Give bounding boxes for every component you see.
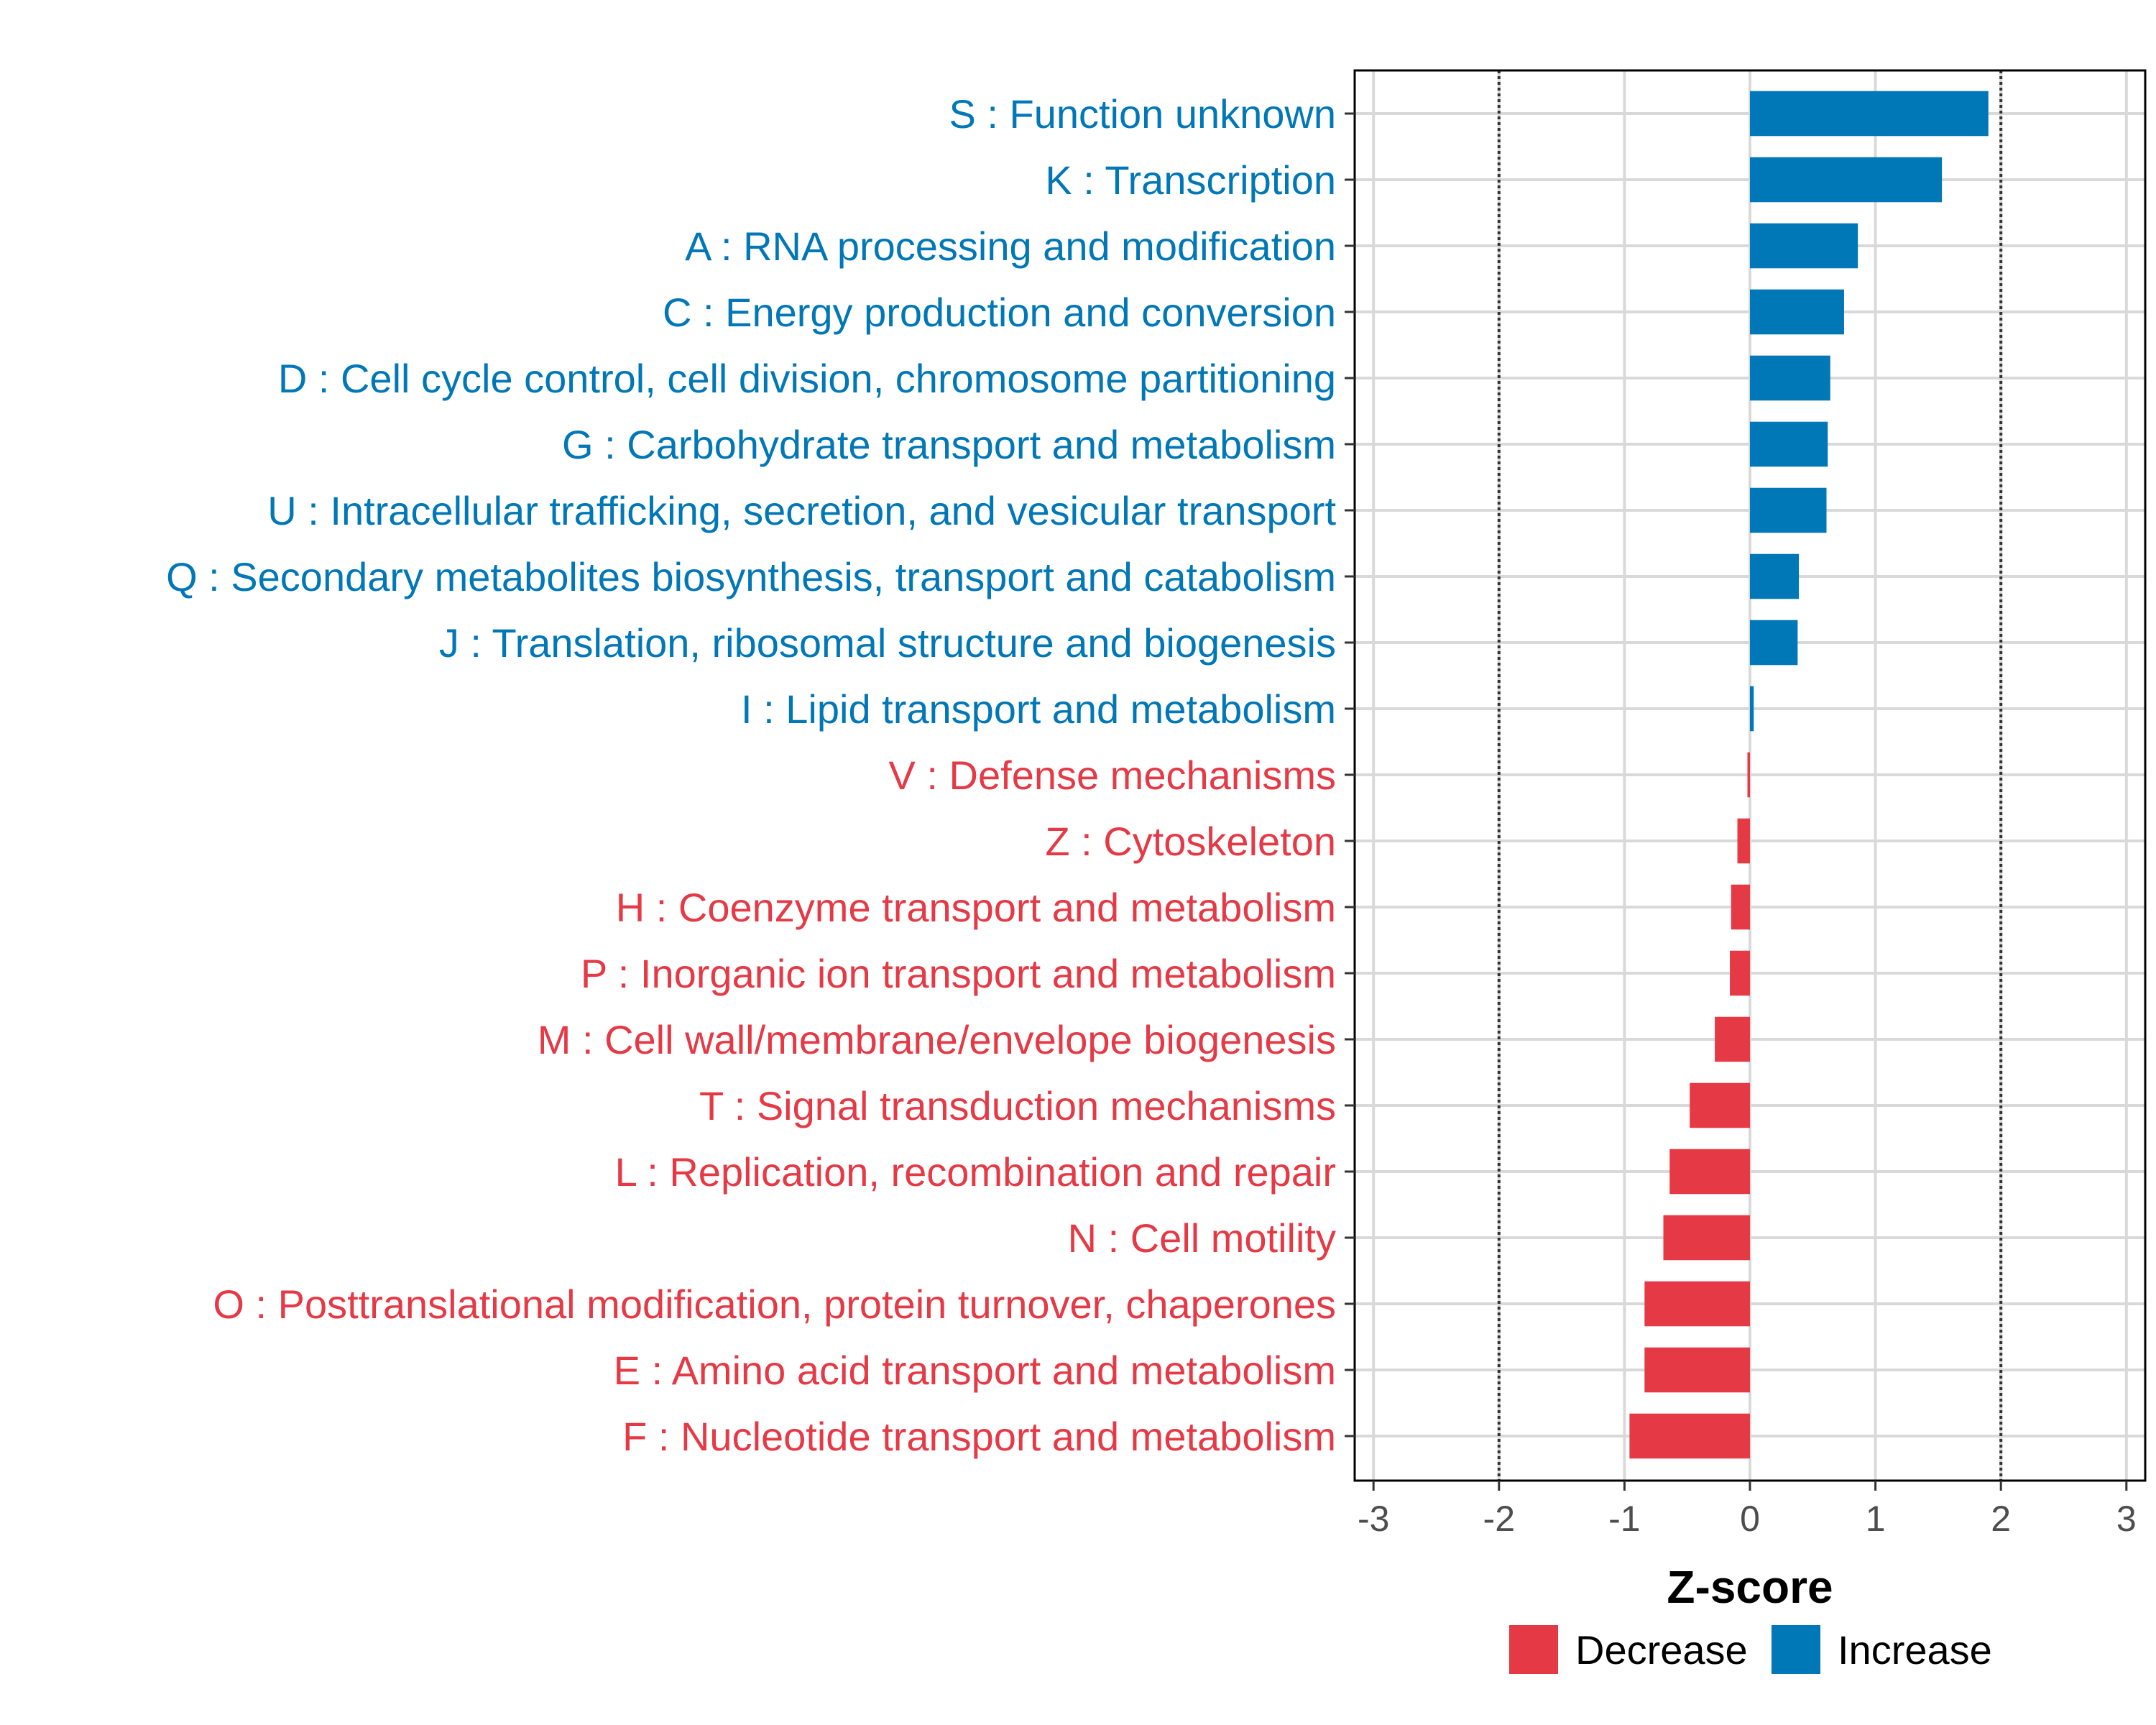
- x-tick-label-1: -2: [1483, 1499, 1515, 1539]
- category-label-9: I : Lipid transport and metabolism: [741, 686, 1336, 732]
- bar-12: [1731, 884, 1750, 930]
- category-label-10: V : Defense mechanisms: [889, 753, 1336, 798]
- category-label-11: Z : Cytoskeleton: [1045, 819, 1336, 864]
- bar-4: [1750, 355, 1830, 401]
- category-label-20: F : Nucleotide transport and metabolism: [622, 1414, 1336, 1459]
- category-label-19: E : Amino acid transport and metabolism: [614, 1348, 1336, 1393]
- category-label-3: C : Energy production and conversion: [663, 290, 1336, 335]
- category-label-13: P : Inorganic ion transport and metaboli…: [581, 951, 1336, 996]
- category-label-15: T : Signal transduction mechanisms: [699, 1083, 1336, 1128]
- x-tick-label-5: 2: [1991, 1499, 2011, 1539]
- bar-8: [1750, 620, 1798, 666]
- bar-10: [1747, 752, 1750, 798]
- category-label-1: K : Transcription: [1045, 157, 1336, 203]
- category-label-2: A : RNA processing and modification: [685, 224, 1336, 269]
- category-label-5: G : Carbohydrate transport and metabolis…: [562, 422, 1336, 467]
- bar-7: [1750, 553, 1800, 599]
- x-tick-label-0: -3: [1358, 1499, 1389, 1539]
- category-label-17: N : Cell motility: [1068, 1215, 1336, 1261]
- category-label-6: U : Intracellular trafficking, secretion…: [267, 488, 1336, 533]
- bar-19: [1644, 1347, 1750, 1393]
- category-labels: S : Function unknown K : Transcription A :…: [166, 91, 1336, 1459]
- bar-6: [1750, 487, 1827, 533]
- bar-0: [1750, 91, 1989, 137]
- legend: Decrease Increase: [1509, 1625, 1992, 1674]
- bar-18: [1644, 1281, 1750, 1327]
- x-tick-label-6: 3: [2116, 1499, 2137, 1539]
- x-axis-ticks: -3 -2 -1 0 1 2 3: [1358, 1481, 2137, 1539]
- bar-5: [1750, 421, 1828, 467]
- category-label-4: D : Cell cycle control, cell division, c…: [278, 356, 1336, 401]
- x-tick-label-2: -1: [1608, 1499, 1640, 1539]
- bar-9: [1750, 686, 1754, 732]
- legend-label-increase: Increase: [1838, 1627, 1992, 1673]
- bar-11: [1737, 818, 1750, 864]
- category-label-0: S : Function unknown: [949, 91, 1336, 137]
- bars: [1629, 91, 1989, 1459]
- category-label-14: M : Cell wall/membrane/envelope biogenes…: [538, 1017, 1336, 1062]
- x-axis-title: Z-score: [1667, 1561, 1833, 1613]
- legend-swatch-increase: [1772, 1625, 1820, 1674]
- category-label-18: O : Posttranslational modification, prot…: [213, 1282, 1336, 1327]
- bar-3: [1750, 289, 1844, 335]
- legend-label-decrease: Decrease: [1575, 1627, 1748, 1673]
- category-label-16: L : Replication, recombination and repai…: [615, 1149, 1336, 1195]
- bar-2: [1750, 223, 1858, 269]
- bar-17: [1663, 1215, 1750, 1261]
- y-axis-ticks: [1345, 112, 1355, 1438]
- bar-20: [1629, 1413, 1750, 1459]
- x-tick-label-3: 0: [1740, 1499, 1760, 1539]
- category-label-8: J : Translation, ribosomal structure and…: [439, 620, 1336, 666]
- bar-16: [1669, 1149, 1750, 1195]
- legend-swatch-decrease: [1509, 1625, 1558, 1674]
- bar-15: [1690, 1082, 1750, 1128]
- category-label-12: H : Coenzyme transport and metabolism: [616, 885, 1336, 930]
- bar-1: [1750, 157, 1943, 203]
- bar-13: [1730, 950, 1750, 996]
- bar-14: [1715, 1016, 1750, 1062]
- category-label-7: Q : Secondary metabolites biosynthesis, …: [166, 554, 1336, 599]
- x-tick-label-4: 1: [1866, 1499, 1886, 1539]
- reference-lines: [1497, 70, 2003, 1481]
